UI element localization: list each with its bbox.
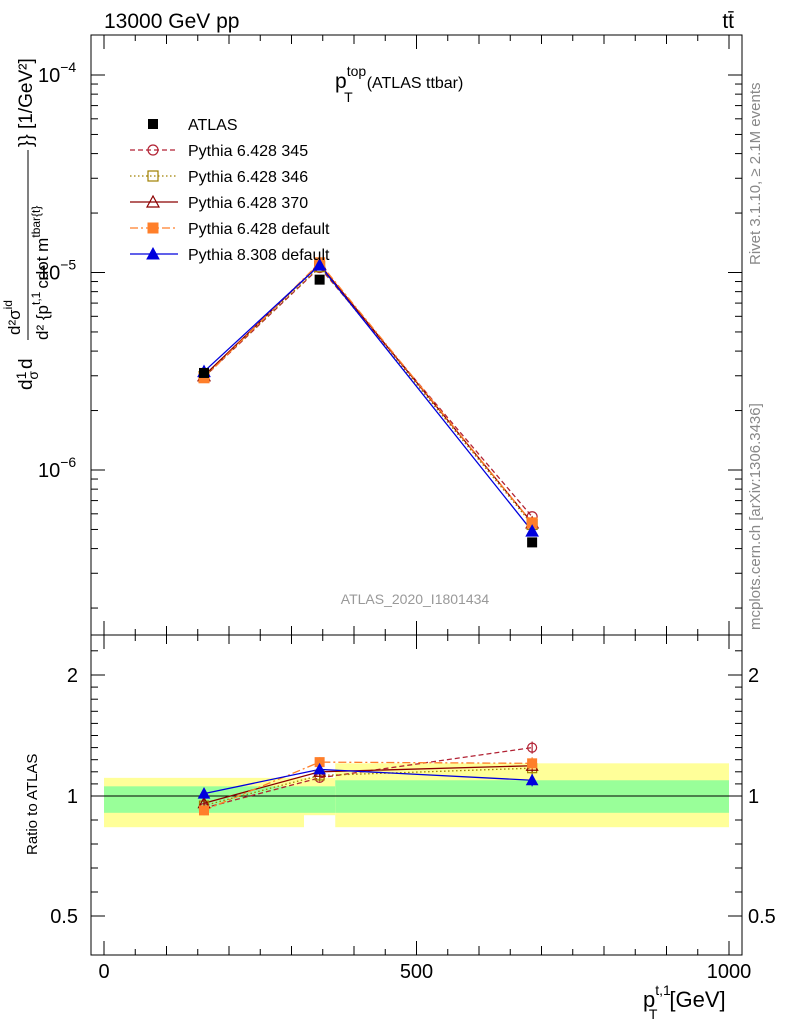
legend-marker-1 (147, 170, 159, 182)
atlas-data-point (199, 367, 209, 378)
mcplots-label: mcplots.cern.ch [arXiv:1306.3436] (747, 403, 764, 630)
ratio-y-axis-label: Ratio to ATLAS (24, 754, 41, 855)
ratio-panel: 2 2 1 1 0.5 0.5 Ratio to ATLAS (24, 634, 776, 956)
series-point-4 (312, 258, 327, 271)
legend-marker-2 (145, 194, 161, 208)
ratio-tick-labels: 2 2 1 1 0.5 0.5 (50, 665, 776, 928)
main-y-axis-label: d1σd d²σid d² {pt,1cdot mtbar{t} }} [1/G… (1, 58, 52, 390)
ratio-tick-label-right: 2 (748, 665, 759, 687)
legend-marker-atlas (148, 119, 158, 129)
series-line-3 (203, 261, 533, 524)
legend-item-4: Pythia 8.308 default (130, 246, 330, 264)
ratio-point-4 (525, 773, 539, 786)
ratio-point-3 (199, 805, 209, 816)
svg-text:d² {pt,1cdot mtbar{t}: d² {pt,1cdot mtbar{t} (29, 206, 52, 340)
legend-label-3: Pythia 6.428 default (188, 221, 330, 238)
ratio-point-3 (527, 758, 538, 769)
analysis-id: ATLAS_2020_I1801434 (341, 591, 490, 607)
main-panel: ptop T(ATLAS ttbar) ATLAS_2020_I1801434 A… (1, 34, 743, 636)
process-label: tt̄ (722, 10, 734, 33)
main-y-tick-labels: 10−4 10−5 10−6 (38, 59, 76, 482)
legend-item-1: Pythia 6.428 346 (130, 169, 308, 186)
ratio-point-4 (313, 762, 326, 775)
energy-label: 13000 GeV pp (104, 10, 239, 33)
series-line-0 (203, 266, 533, 518)
svg-text:}} [1/GeV²]: }} [1/GeV²] (16, 58, 37, 147)
series-line-4 (203, 264, 533, 532)
series-line-2 (203, 263, 533, 524)
y-tick-label: 10−6 (38, 454, 76, 482)
ratio-tick-label-left: 1 (67, 786, 78, 808)
ratio-axis-ticks (91, 635, 742, 955)
atlas-data-point (527, 537, 538, 548)
rivet-label: Rivet 3.1.10, ≥ 2.1M events (747, 83, 764, 266)
legend-item-3: Pythia 6.428 default (130, 221, 330, 238)
x-tick-label: 1000 (707, 961, 752, 983)
legend-label-0: Pythia 6.428 345 (188, 143, 308, 160)
main-series-markers (196, 257, 540, 548)
ratio-point-0 (527, 742, 538, 753)
legend-marker-0 (147, 144, 159, 156)
svg-text:d1σd: d1σd (13, 358, 41, 390)
legend-label-4: Pythia 8.308 default (188, 247, 330, 264)
x-tick-label: 0 (98, 961, 109, 983)
ratio-series-markers (197, 741, 539, 816)
ratio-tick-label-left: 2 (67, 665, 78, 687)
svg-text:d²σid: d²σid (1, 300, 24, 335)
x-tick-labels: 0 500 1000 (98, 961, 751, 983)
legend-label-2: Pythia 6.428 370 (188, 195, 308, 212)
series-line-1 (203, 265, 533, 525)
ratio-tick-label-left: 0.5 (50, 906, 78, 928)
legend: ATLAS Pythia 6.428 345 Pythia 6.428 346 Pyt… (130, 117, 330, 264)
ratio-band-inner (304, 786, 336, 813)
legend-marker-3 (147, 222, 159, 234)
ratio-tick-label-right: 1 (748, 786, 759, 808)
legend-item-atlas: ATLAS (148, 117, 238, 134)
legend-marker-4 (146, 246, 160, 260)
y-tick-label: 10−5 (38, 257, 76, 285)
series-point-4 (525, 524, 539, 537)
legend-label-1: Pythia 6.428 346 (188, 169, 308, 186)
ratio-point-4 (197, 787, 211, 799)
main-axis-ticks (91, 35, 742, 635)
ratio-tick-label-right: 0.5 (748, 906, 776, 928)
plot-title: ptop T(ATLAS ttbar) (335, 63, 463, 105)
x-tick-label: 500 (400, 961, 433, 983)
legend-item-2: Pythia 6.428 370 (130, 194, 308, 212)
x-axis-label: pt,1 T[GeV] (643, 982, 726, 1022)
ratio-line-1 (203, 767, 533, 807)
ratio-bands (104, 763, 729, 828)
main-series-lines (203, 261, 533, 532)
legend-label-atlas: ATLAS (188, 117, 238, 134)
legend-item-0: Pythia 6.428 345 (130, 143, 308, 160)
y-tick-label: 10−4 (38, 59, 76, 87)
atlas-data-point (314, 274, 325, 285)
